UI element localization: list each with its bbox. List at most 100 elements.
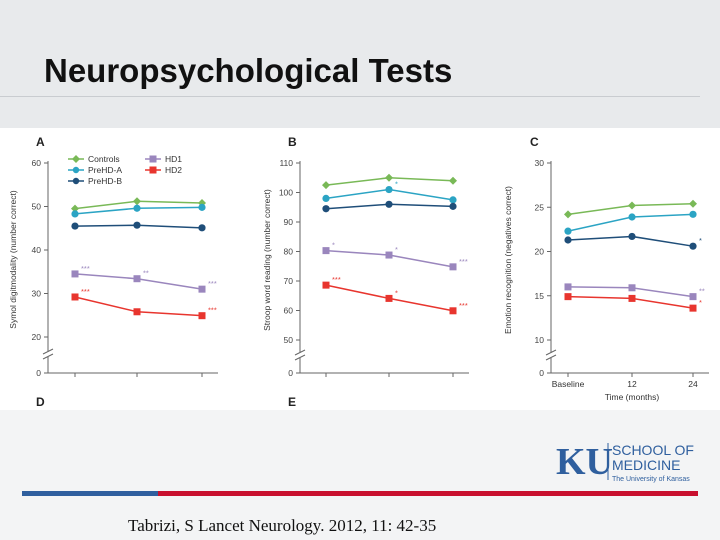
panel-a-axis-break-1 (42, 348, 54, 355)
panel-c-y-label: Emotion recognition (negatives correct) (503, 186, 513, 334)
panel-c-point-hd1 (689, 293, 697, 301)
panel-a-point-prehd-a (198, 203, 206, 211)
panel-b-axis-break-1 (294, 349, 306, 356)
panel-b-ytick-label: 60 (284, 306, 294, 316)
panel-c-ytick-label: 10 (535, 335, 545, 345)
panel-b-significance-label: * (395, 288, 398, 297)
ku-logo-mark: KU (556, 441, 613, 483)
legend-marker-controls (72, 155, 80, 163)
panel-a-point-prehd-a (133, 204, 141, 212)
panel-b-letter: B (288, 135, 297, 149)
panel-a-point-hd1 (198, 285, 206, 293)
panel-b-point-hd2 (385, 294, 393, 302)
panel-c-significance-label: ** (699, 287, 705, 296)
logo-line2: MEDICINE (612, 457, 680, 473)
panel-c-ytick-label: 25 (535, 202, 545, 212)
slide-title: Neuropsychological Tests (44, 52, 453, 89)
legend-marker-prehd-a (72, 166, 80, 174)
panel-a-point-controls (133, 197, 141, 206)
legend-marker-hd1 (149, 155, 157, 163)
lower-band (0, 410, 720, 540)
panel-b-point-controls (449, 176, 457, 185)
panel-c-point-controls (564, 210, 572, 219)
panel-c-point-prehd-a (628, 213, 636, 221)
panel-a-point-prehd-b (133, 221, 141, 229)
panel-a-significance-label: *** (81, 264, 90, 273)
legend-label-hd2: HD2 (165, 165, 182, 175)
panel-a-y-label: Symol digitmodality (number correct) (8, 190, 18, 329)
panel-c-point-hd1 (564, 283, 572, 291)
panel-b-significance-label: * (395, 180, 398, 189)
panel-b-ytick-label: 0 (288, 368, 293, 378)
panel-a-ytick-label: 50 (32, 202, 42, 212)
neuropsych-figure: A 20 30 40 50 60 0 Symol digitmodality (number … (0, 128, 720, 410)
panel-c-significance-label: * (699, 298, 702, 307)
panel-a-significance-label: *** (208, 306, 217, 315)
legend-marker-hd2 (149, 166, 157, 174)
footer-stripe-red (158, 491, 698, 496)
panel-a-point-prehd-a (71, 210, 79, 218)
panel-c-point-prehd-a (689, 210, 697, 218)
panel-c-xtick-label: 12 (627, 379, 637, 389)
panel-b-point-controls (385, 173, 393, 182)
panel-a-significance-label: ** (143, 269, 149, 278)
panel-c-point-prehd-b (689, 242, 697, 250)
panel-b-point-prehd-a (449, 196, 457, 204)
panel-b-significance-label: *** (459, 301, 468, 310)
panel-b-ytick-label: 80 (284, 247, 294, 257)
panel-b-ytick-label: 50 (284, 335, 294, 345)
panel-c-letter: C (530, 135, 539, 149)
panel-a-ytick-label: 40 (32, 245, 42, 255)
panel-a-ytick-label: 0 (36, 368, 41, 378)
legend-marker-prehd-b (72, 177, 80, 185)
panel-c-axis-break-1 (545, 349, 557, 356)
legend-label-controls: Controls (88, 154, 120, 164)
figure-background (0, 128, 720, 410)
panel-c-point-hd1 (628, 284, 636, 292)
panel-a-letter: A (36, 135, 45, 149)
panel-b-point-hd1 (449, 263, 457, 271)
panel-a-ytick-label: 30 (32, 289, 42, 299)
panel-c-point-controls (689, 199, 697, 208)
panel-b-significance-label: *** (459, 257, 468, 266)
panel-b-point-controls (322, 181, 330, 190)
legend-label-hd1: HD1 (165, 154, 182, 164)
panel-c-point-hd2 (628, 294, 636, 302)
panel-a-point-prehd-b (198, 224, 206, 232)
panel-b-axis-break-2 (294, 354, 306, 361)
panel-a-point-hd2 (198, 312, 206, 320)
panel-c-point-controls (628, 201, 636, 210)
panel-c-point-hd2 (689, 304, 697, 312)
panel-c-xtick-label: 24 (688, 379, 698, 389)
panel-b-point-hd2 (449, 307, 457, 315)
panel-a-significance-label: *** (81, 287, 90, 296)
panel-c-axis-break-2 (545, 354, 557, 361)
panel-b-point-prehd-a (322, 194, 330, 202)
footer-stripe-blue (22, 491, 158, 496)
panel-b-point-prehd-b (385, 200, 393, 208)
panel-c-ytick-label: 15 (535, 291, 545, 301)
panel-a-point-controls (71, 204, 79, 213)
panel-a-axis-break-2 (42, 353, 54, 360)
panel-c-ytick-label: 30 (535, 158, 545, 168)
panel-b-point-hd1 (322, 247, 330, 255)
panel-c-significance-label: * (699, 236, 702, 245)
panel-b-significance-label: *** (332, 275, 341, 284)
panel-c-point-prehd-a (564, 227, 572, 235)
panel-b-y-label: Stroop word reading (number correct) (262, 189, 272, 331)
panel-c-point-prehd-b (564, 236, 572, 244)
panel-a-ytick-label: 60 (32, 158, 42, 168)
legend-label-prehd-a: PreHD-A (88, 165, 122, 175)
citation-text: Tabrizi, S Lancet Neurology. 2012, 11: 4… (128, 516, 437, 535)
panel-b-point-prehd-b (322, 205, 330, 213)
panel-a-point-hd1 (71, 270, 79, 278)
panel-b-point-prehd-a (385, 185, 393, 194)
ku-medicine-logo: KU SCHOOL OF MEDICINE The University of … (556, 441, 694, 483)
logo-line3: The University of Kansas (612, 476, 690, 483)
panel-b-significance-label: * (332, 241, 335, 250)
panel-c-point-prehd-b (628, 232, 636, 241)
legend-label-prehd-b: PreHD-B (88, 176, 122, 186)
panel-c-point-hd2 (564, 293, 572, 301)
logo-line1: SCHOOL OF (612, 442, 694, 458)
panel-b-ytick-label: 70 (284, 276, 294, 286)
